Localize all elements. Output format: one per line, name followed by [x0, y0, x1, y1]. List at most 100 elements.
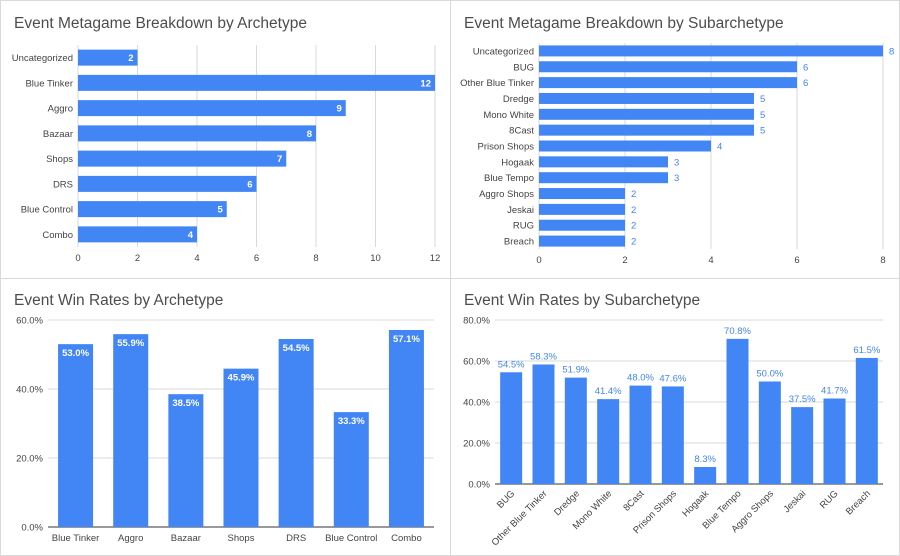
data-label: 50.0% — [756, 369, 783, 380]
data-label: 7 — [277, 154, 282, 165]
bar — [694, 466, 717, 484]
data-label: 9 — [336, 104, 341, 115]
data-label: 2 — [631, 189, 636, 200]
data-label: 55.9% — [117, 338, 144, 349]
x-tick-label: 4 — [708, 255, 713, 266]
category-label: Other Blue Tinker — [490, 488, 550, 548]
y-tick-label: 40.0% — [16, 385, 43, 396]
data-label: 4 — [188, 230, 194, 241]
data-label: 53.0% — [62, 348, 89, 359]
category-label: Hogaak — [680, 488, 711, 519]
data-label: 8 — [889, 46, 894, 57]
data-label: 2 — [128, 53, 133, 64]
bar — [661, 386, 684, 484]
bar — [539, 92, 754, 104]
chart-panel-archetype-breakdown: Event Metagame Breakdown by Archetype 0 2… — [0, 0, 451, 279]
bar — [539, 156, 668, 168]
data-label: 33.3% — [338, 416, 365, 427]
category-label: Aggro — [48, 104, 73, 115]
bar — [78, 100, 346, 117]
data-label: 12 — [420, 78, 431, 89]
category-label: Combo — [42, 230, 73, 241]
category-label: RUG — [513, 221, 534, 232]
chart-panel-subarchetype-breakdown: Event Metagame Breakdown by Subarchetype… — [450, 0, 900, 279]
category-label: Blue Tinker — [52, 533, 100, 544]
bar — [539, 188, 625, 200]
bar — [500, 372, 523, 484]
bar — [78, 175, 257, 192]
category-label: Dredge — [552, 488, 582, 518]
chart-title: Event Metagame Breakdown by Subarchetype — [464, 15, 784, 32]
bar — [597, 399, 620, 484]
category-label: Blue Control — [21, 205, 73, 216]
y-tick-label: 80.0% — [463, 316, 490, 327]
bar — [539, 235, 625, 247]
data-label: 48.0% — [627, 373, 654, 384]
bar — [532, 364, 555, 484]
bar — [78, 74, 435, 91]
data-label: 3 — [674, 157, 679, 168]
bar — [539, 45, 883, 57]
bar — [791, 407, 814, 484]
bar — [629, 385, 652, 484]
category-label: Bazaar — [43, 129, 73, 140]
bar — [78, 125, 316, 142]
bar — [113, 334, 149, 527]
category-label: Blue Tinker — [25, 78, 73, 89]
category-label: Bazaar — [171, 533, 201, 544]
bar — [823, 398, 846, 484]
category-label: Jeskai — [781, 488, 808, 515]
chart-archetype-winrates: Event Win Rates by Archetype 0.0% 20.0% 40… — [14, 292, 434, 544]
chart-subarchetype-winrates: Event Win Rates by Subarchetype 0.0% 20.0… — [463, 292, 883, 548]
bar — [539, 140, 711, 152]
data-label: 2 — [631, 237, 636, 248]
data-label: 5 — [217, 205, 223, 216]
y-tick-label: 60.0% — [16, 316, 43, 327]
bar — [223, 368, 259, 527]
data-label: 45.9% — [228, 373, 255, 384]
category-label: Uncategorized — [473, 46, 534, 57]
category-label: Shops — [228, 533, 255, 544]
category-label: Blue Tempo — [484, 173, 534, 184]
data-label: 8 — [307, 129, 312, 140]
category-label: DRS — [53, 179, 73, 190]
category-label: Breach — [504, 237, 534, 248]
bar — [333, 412, 369, 527]
data-label: 41.7% — [821, 386, 848, 397]
bar — [726, 338, 749, 484]
category-label: Other Blue Tinker — [460, 78, 534, 89]
x-tick-label: 2 — [135, 253, 140, 264]
y-tick-label: 0.0% — [21, 523, 43, 534]
data-label: 47.6% — [659, 373, 686, 384]
data-label: 37.5% — [789, 394, 816, 405]
bar — [58, 344, 94, 527]
bar — [278, 338, 314, 527]
bar — [78, 201, 227, 218]
category-label: DRS — [286, 533, 306, 544]
category-label: Uncategorized — [12, 53, 73, 64]
bar — [758, 381, 781, 484]
category-label: Jeskai — [507, 205, 534, 216]
data-label: 51.9% — [562, 365, 589, 376]
data-label: 70.8% — [724, 326, 751, 337]
x-tick-label: 12 — [430, 253, 441, 264]
bar — [168, 394, 204, 527]
x-tick-label: 8 — [880, 255, 885, 266]
bar — [539, 61, 797, 73]
category-label: Combo — [391, 533, 422, 544]
category-label: Hogaak — [501, 157, 534, 168]
data-label: 5 — [760, 126, 765, 137]
y-tick-label: 0.0% — [468, 480, 490, 491]
bar — [855, 357, 878, 484]
x-tick-label: 10 — [370, 253, 381, 264]
category-label: BUG — [513, 62, 534, 73]
chart-subarchetype-breakdown: Event Metagame Breakdown by Subarchetype… — [460, 15, 894, 266]
category-label: Blue Control — [325, 533, 377, 544]
category-label: Shops — [46, 154, 73, 165]
x-tick-label: 6 — [254, 253, 259, 264]
data-label: 41.4% — [595, 386, 622, 397]
data-label: 5 — [760, 94, 765, 105]
category-label: Mono White — [483, 110, 534, 121]
chart-archetype-breakdown: Event Metagame Breakdown by Archetype 0 2… — [12, 15, 441, 264]
